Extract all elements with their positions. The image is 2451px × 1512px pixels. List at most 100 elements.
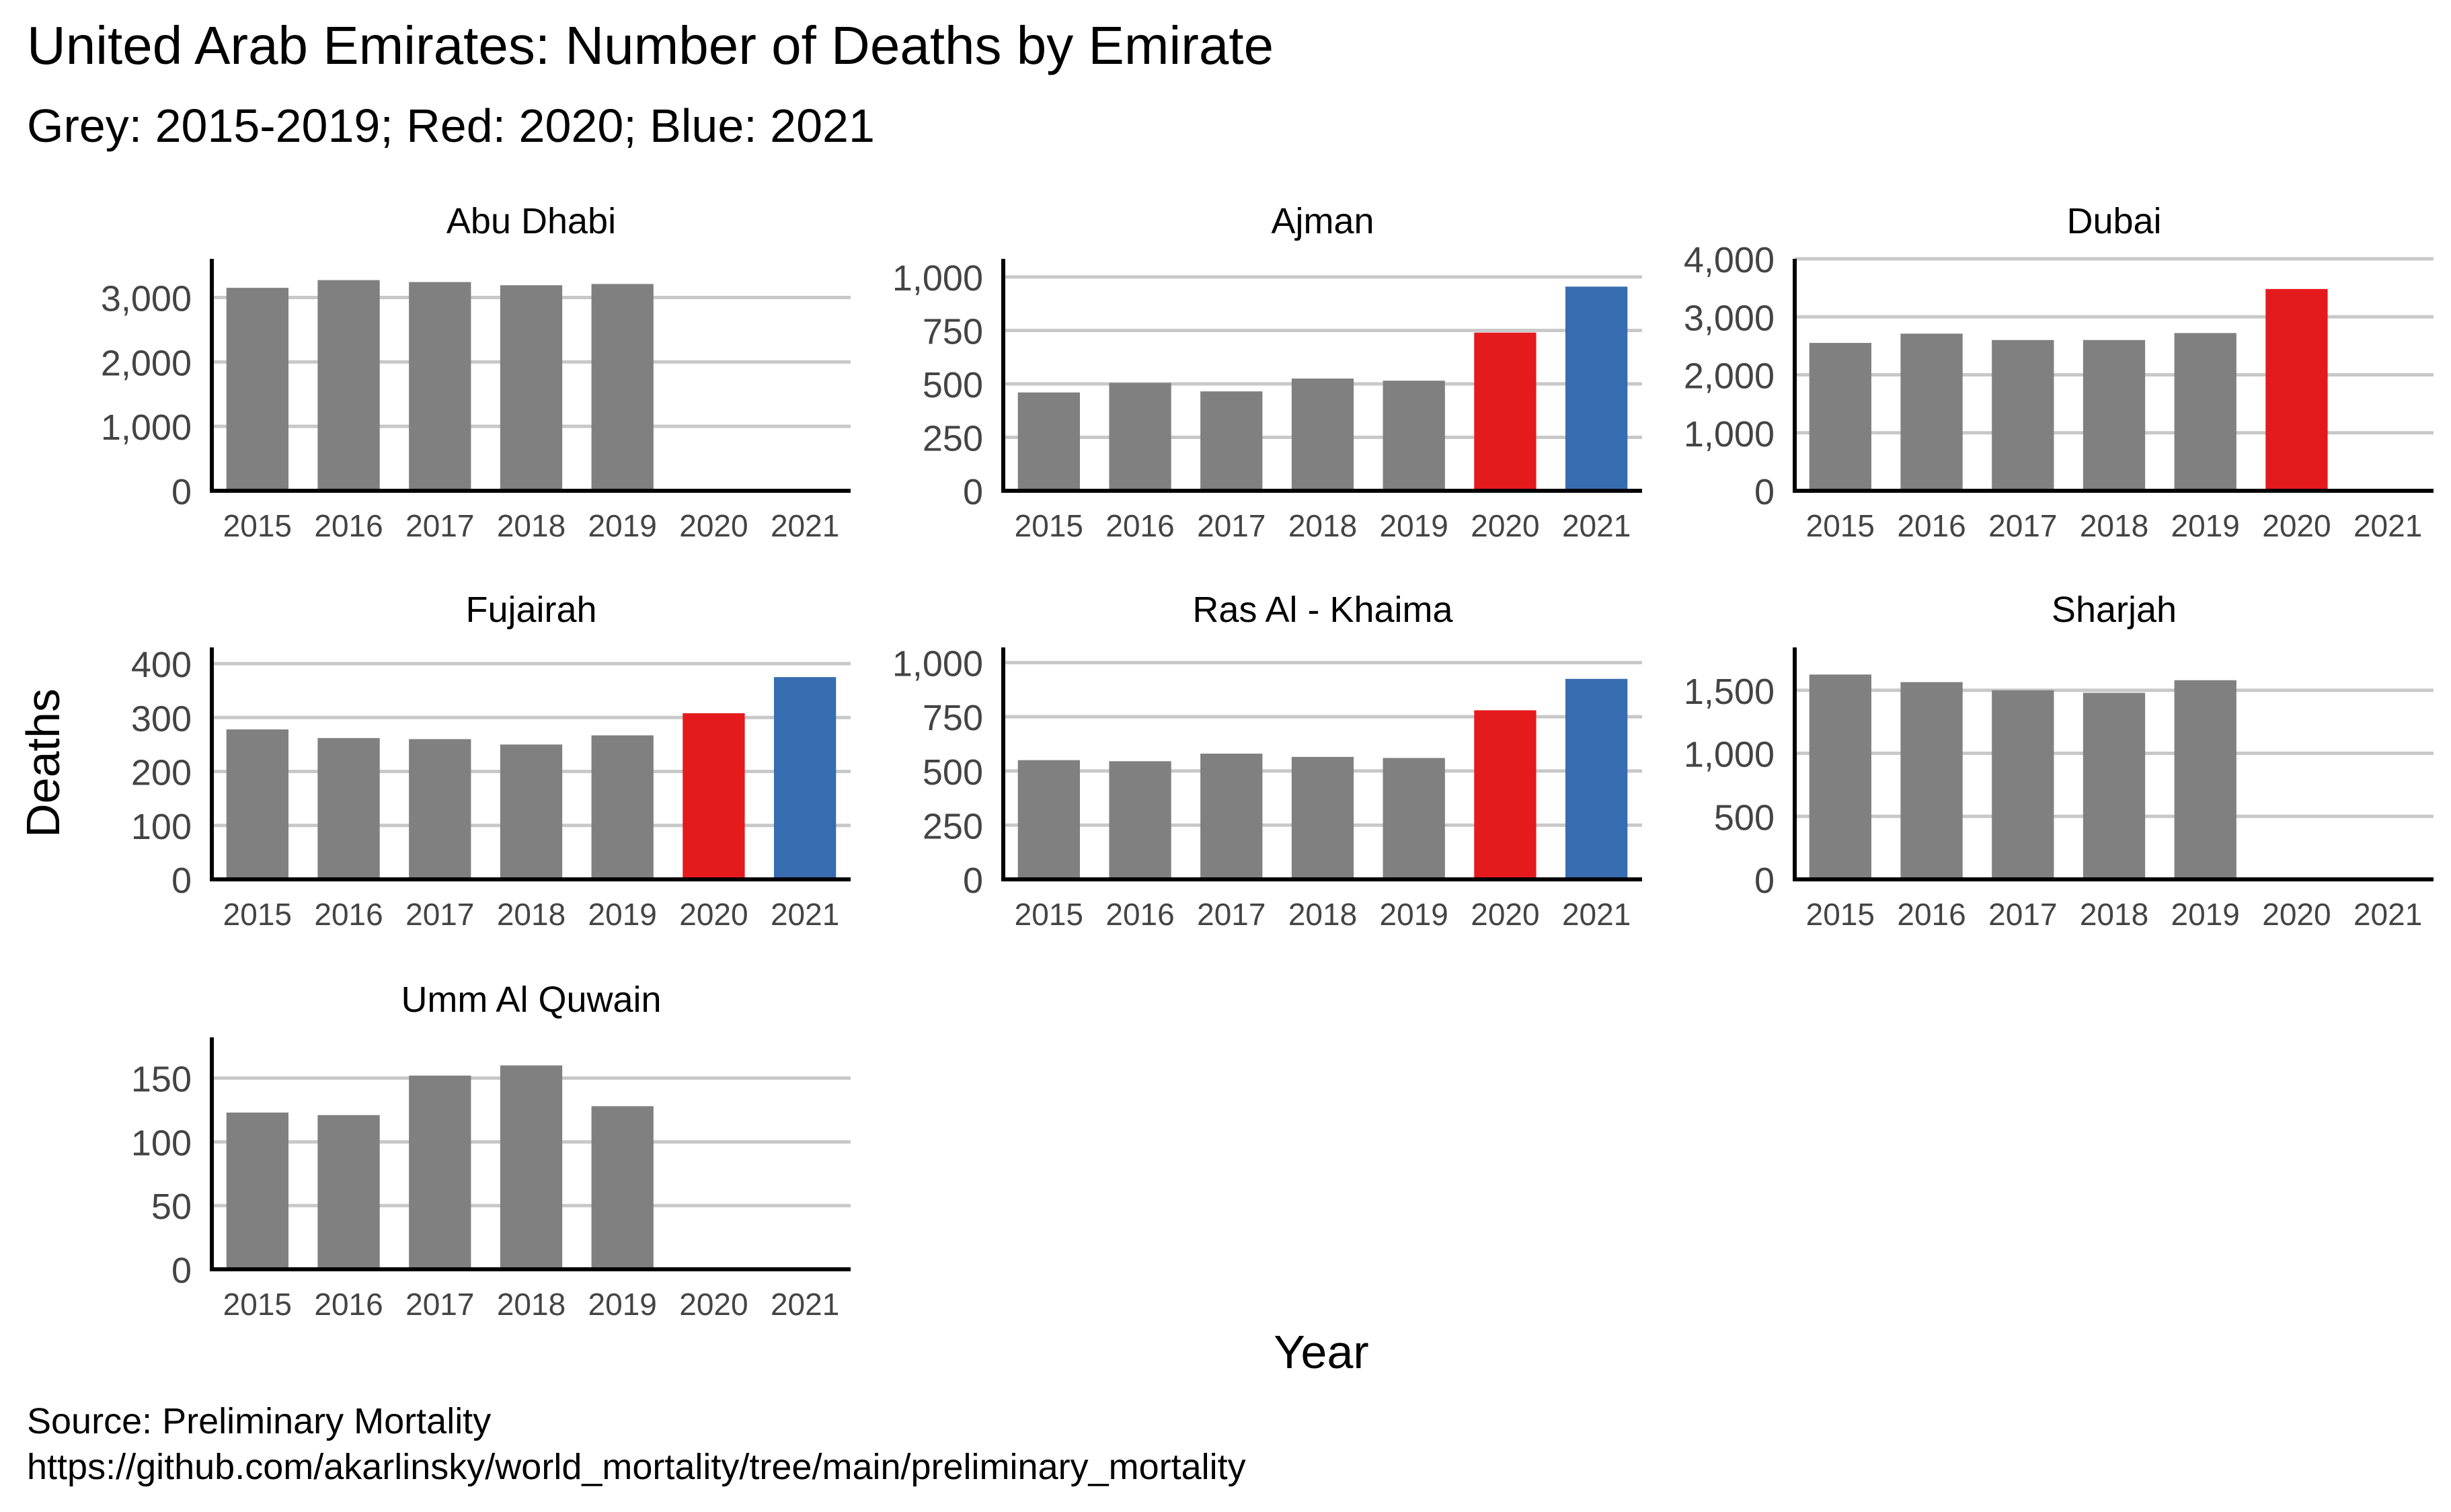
bar-2017: [409, 739, 471, 879]
bar-2015: [226, 288, 288, 491]
y-tick-label: 0: [1754, 472, 1775, 512]
x-tick-label: 2020: [1471, 897, 1539, 932]
x-tick-label: 2019: [588, 1287, 657, 1322]
bar-2021: [774, 677, 837, 879]
bar-2016: [1900, 682, 1963, 879]
x-tick-label: 2018: [1288, 897, 1357, 932]
x-tick-label: 2020: [1471, 508, 1539, 543]
x-tick-label: 2015: [1806, 508, 1875, 543]
x-tick-label: 2015: [1015, 508, 1083, 543]
bar-2018: [500, 285, 563, 491]
y-tick-label: 0: [171, 861, 192, 901]
bar-2015: [1809, 674, 1871, 879]
y-tick-label: 0: [171, 1250, 192, 1291]
bar-2018: [500, 744, 563, 879]
x-tick-label: 2018: [497, 1287, 566, 1322]
x-tick-label: 2019: [588, 897, 657, 932]
y-tick-label: 50: [151, 1187, 192, 1227]
bar-2015: [1017, 760, 1080, 879]
x-tick-label: 2016: [314, 897, 383, 932]
y-tick-label: 400: [131, 645, 192, 685]
x-tick-label: 2016: [1897, 897, 1966, 932]
panel-title: Sharjah: [2052, 590, 2177, 630]
y-tick-label: 250: [923, 806, 983, 846]
x-tick-label: 2021: [1562, 508, 1631, 543]
x-tick-label: 2021: [771, 1287, 839, 1322]
y-tick-label: 500: [923, 752, 983, 793]
x-tick-label: 2018: [2080, 897, 2148, 932]
x-tick-label: 2015: [223, 508, 292, 543]
y-tick-label: 1,500: [1684, 672, 1775, 712]
panel: Fujairah 0 100 200 300 400 2015 2016 2017 2018 201…: [131, 590, 851, 932]
y-tick-label: 750: [923, 698, 983, 738]
bar-2016: [317, 1115, 380, 1269]
y-tick-label: 200: [131, 753, 192, 793]
x-tick-label: 2021: [2353, 508, 2422, 543]
panel-title: Fujairah: [465, 590, 596, 630]
bar-2017: [409, 1075, 471, 1269]
y-tick-label: 1,000: [892, 258, 983, 299]
x-tick-label: 2019: [1380, 508, 1448, 543]
caption-source: Source: Preliminary Mortality: [27, 1401, 492, 1441]
y-axis-label: Deaths: [17, 688, 69, 838]
x-tick-label: 2019: [2171, 508, 2240, 543]
x-tick-label: 2017: [1197, 508, 1266, 543]
x-tick-label: 2018: [1288, 508, 1357, 543]
y-tick-label: 500: [1714, 797, 1775, 838]
y-tick-label: 2,000: [101, 343, 192, 383]
bar-2019: [2174, 333, 2236, 491]
y-tick-label: 0: [1754, 861, 1775, 901]
bar-2019: [591, 735, 654, 879]
bar-2016: [317, 280, 380, 491]
bar-2017: [1992, 340, 2054, 491]
source-caption: Source: Preliminary Mortality https://gi…: [27, 1398, 1246, 1490]
x-tick-label: 2021: [771, 508, 839, 543]
bar-2019: [1383, 381, 1445, 491]
bar-2015: [1017, 392, 1080, 491]
x-tick-label: 2021: [1562, 897, 1631, 932]
bar-2016: [1109, 383, 1171, 491]
bar-2018: [1291, 379, 1354, 491]
y-tick-label: 3,000: [101, 279, 192, 319]
panel: Abu Dhabi 0 1,000 2,000 3,000 2015 2016 2017 201…: [101, 201, 851, 543]
caption-url: https://github.com/akarlinsky/world_mort…: [27, 1447, 1246, 1487]
x-tick-label: 2017: [1988, 897, 2057, 932]
y-tick-label: 500: [923, 365, 983, 405]
panel-title: Abu Dhabi: [446, 201, 616, 241]
x-tick-label: 2017: [405, 1287, 474, 1322]
x-tick-label: 2018: [2080, 508, 2148, 543]
x-tick-label: 2019: [588, 508, 657, 543]
y-tick-label: 4,000: [1684, 240, 1775, 280]
x-tick-label: 2016: [314, 508, 383, 543]
y-tick-label: 1,000: [892, 644, 983, 684]
panel: Umm Al Quwain 0 50 100 150 2015 2016 2017 2018 20…: [131, 980, 851, 1322]
bar-2017: [409, 282, 471, 491]
x-tick-label: 2021: [2353, 897, 2422, 932]
bar-2019: [2174, 680, 2236, 879]
panels: Abu Dhabi 0 1,000 2,000 3,000 2015 2016 2017 201…: [101, 201, 2434, 1322]
x-tick-label: 2020: [679, 1287, 748, 1322]
y-tick-label: 250: [923, 419, 983, 459]
panel-title: Ras Al - Khaima: [1192, 590, 1453, 630]
bar-2017: [1200, 753, 1263, 879]
panel-title: Umm Al Quwain: [401, 980, 661, 1020]
y-tick-label: 0: [171, 472, 192, 512]
bar-2018: [2083, 340, 2146, 491]
y-tick-label: 100: [131, 807, 192, 847]
y-tick-label: 1,000: [101, 407, 192, 448]
y-tick-label: 0: [963, 861, 983, 901]
panel-title: Ajman: [1271, 201, 1374, 241]
panel: Ras Al - Khaima 0 250 500 750 1,000 2015 2016 20…: [892, 590, 1642, 932]
x-tick-label: 2020: [679, 897, 748, 932]
bar-2019: [591, 284, 654, 491]
x-tick-label: 2019: [1380, 897, 1448, 932]
y-tick-label: 100: [131, 1123, 192, 1163]
y-tick-label: 0: [963, 472, 983, 512]
x-tick-label: 2020: [2262, 508, 2331, 543]
y-tick-label: 1,000: [1684, 735, 1775, 775]
y-tick-label: 300: [131, 699, 192, 739]
bar-2020: [683, 713, 745, 879]
y-tick-label: 150: [131, 1060, 192, 1100]
bar-2015: [1809, 343, 1871, 491]
panel: Ajman 0 250 500 750 1,000 2015 2016 2017 2018 2019…: [892, 201, 1642, 543]
